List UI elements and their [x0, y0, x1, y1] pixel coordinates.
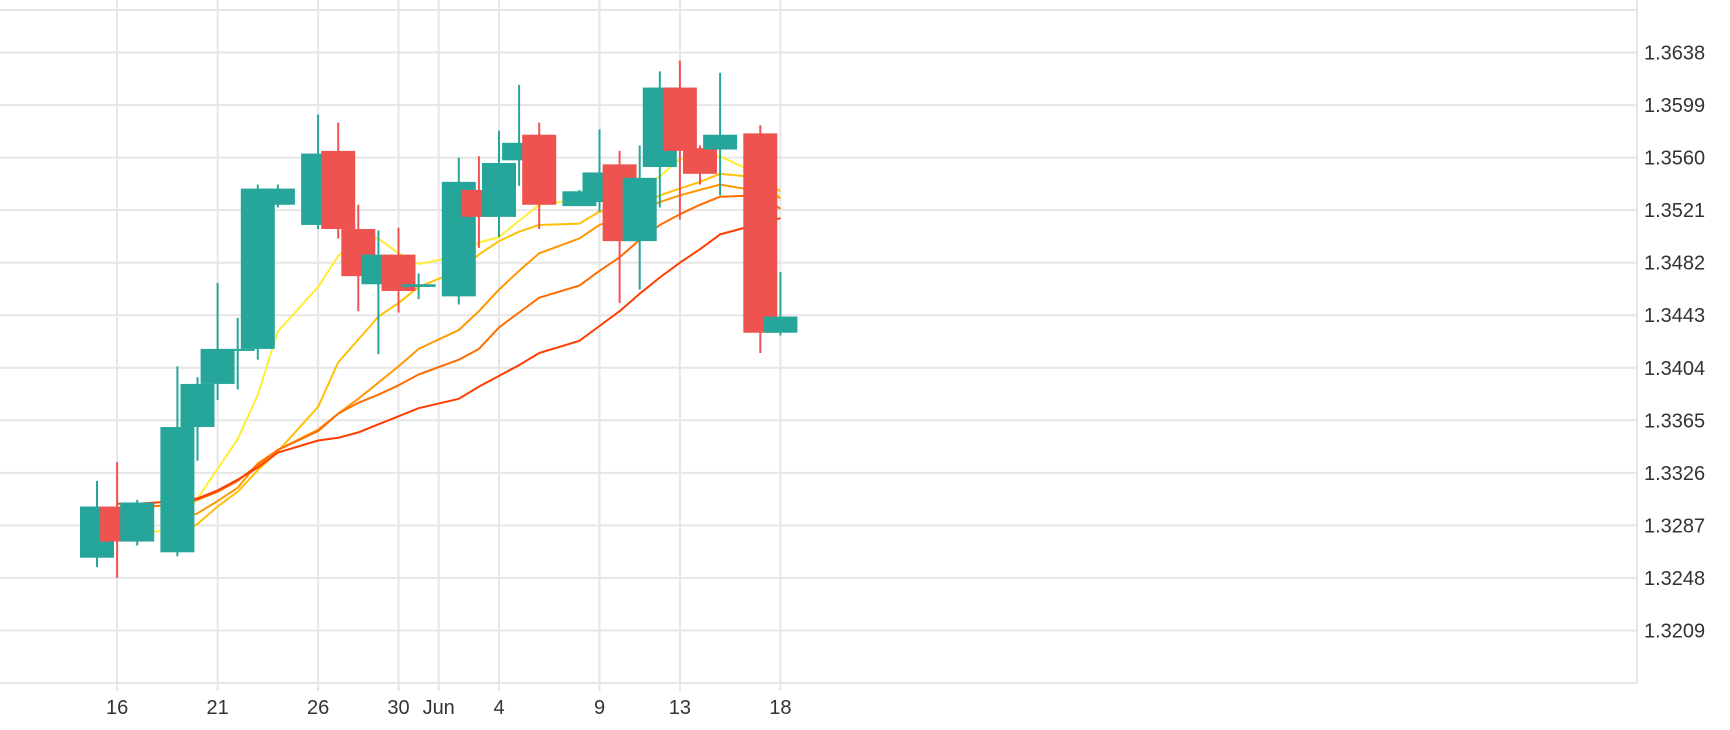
candle	[321, 122, 356, 239]
candle-body	[160, 427, 195, 553]
y-tick-label: 1.3599	[1644, 95, 1705, 117]
candle	[522, 122, 557, 230]
candle-body	[321, 150, 356, 230]
candle-body	[120, 502, 155, 542]
x-tick-label: 4	[493, 697, 504, 719]
candle	[160, 366, 195, 557]
candle	[260, 184, 295, 208]
x-tick-label: 9	[594, 697, 605, 719]
x-tick-label: 13	[669, 697, 691, 719]
candle	[381, 227, 416, 313]
candle-body	[703, 134, 738, 150]
y-tick-label: 1.3638	[1644, 43, 1705, 65]
x-tick-label: 30	[387, 697, 409, 719]
candle	[743, 125, 778, 353]
ma-line-4	[117, 194, 781, 509]
ma-line-2	[176, 172, 781, 536]
x-tick-label: 18	[769, 697, 791, 719]
x-tick-label: Jun	[423, 697, 455, 719]
y-tick-label: 1.3404	[1644, 358, 1705, 380]
moving-average-lines	[116, 155, 782, 538]
candle-body	[260, 188, 295, 205]
candle-body	[220, 348, 255, 351]
candles	[80, 60, 798, 578]
candle	[120, 499, 155, 546]
candle	[200, 282, 235, 401]
candle-body	[200, 348, 235, 384]
candle	[482, 130, 516, 238]
candle-body	[622, 177, 657, 242]
x-tick-label: 26	[307, 697, 329, 719]
candle-body	[482, 163, 516, 217]
y-tick-label: 1.3209	[1644, 620, 1705, 642]
y-tick-label: 1.3287	[1644, 515, 1705, 537]
candle	[180, 377, 215, 461]
candle	[622, 145, 657, 290]
candle	[441, 157, 476, 305]
candle-body	[401, 284, 436, 287]
y-tick-label: 1.3560	[1644, 148, 1705, 170]
candle	[703, 72, 738, 196]
candle	[401, 273, 436, 300]
candle-body	[662, 87, 697, 151]
candle-body	[180, 383, 215, 428]
candle	[240, 184, 275, 360]
y-tick-label: 1.3482	[1644, 253, 1705, 275]
candle-body	[683, 148, 717, 174]
candle-body	[763, 316, 798, 333]
candle-body	[240, 188, 275, 349]
y-tick-label: 1.3521	[1644, 200, 1705, 222]
x-tick-label: 16	[106, 697, 128, 719]
y-tick-label: 1.3248	[1644, 568, 1705, 590]
candle	[683, 145, 717, 185]
candle-body	[522, 134, 557, 205]
ma-line-5	[117, 217, 781, 505]
x-tick-label: 21	[206, 697, 228, 719]
y-tick-label: 1.3365	[1644, 410, 1705, 432]
y-tick-label: 1.3443	[1644, 305, 1705, 327]
candle-body	[743, 133, 778, 333]
axes: 1.3638 1.3599 1.3560 1.3521 1.3482 1.3443 1.34…	[0, 0, 1705, 719]
candle	[662, 60, 697, 220]
y-tick-label: 1.3326	[1644, 463, 1705, 485]
candle	[763, 272, 798, 336]
candle	[220, 317, 255, 390]
